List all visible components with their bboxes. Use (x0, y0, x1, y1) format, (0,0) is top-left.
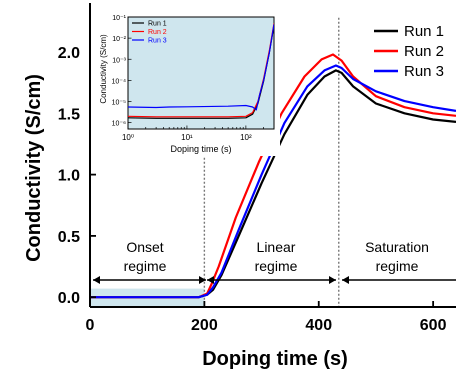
inset-x-tick-label-100: 10² (240, 133, 252, 142)
inset-y-tick-label-5: 10⁻¹ (112, 15, 126, 22)
inset-legend-label-run-3: Run 3 (148, 38, 167, 45)
legend-label-run-2: Run 2 (404, 43, 444, 60)
regime-label-onset: Onset (126, 239, 163, 255)
legend-label-run-1: Run 1 (404, 23, 444, 40)
main-axes: 0 200 400 600 0.0 0.5 1.0 1.5 2.0 Doping time (s)… (23, 3, 456, 370)
inset-x-tick-label-1: 10⁰ (122, 133, 134, 142)
inset-x-axis-title: Doping time (s) (170, 144, 231, 154)
series-line-run-2 (90, 53, 456, 299)
y-tick-label-1: 1.0 (58, 168, 80, 185)
inset-legend-label-run-1: Run 1 (148, 21, 167, 28)
x-tick-label-600: 600 (420, 317, 447, 334)
inset-y-tick-label-3: 10⁻³ (112, 57, 126, 64)
inset-y-tick-label-0: 10⁻⁶ (112, 121, 126, 128)
main-series-lines (90, 53, 456, 299)
x-tick-label-0: 0 (86, 317, 95, 334)
inset-chart (91, 5, 280, 156)
y-tick-label-1.5: 1.5 (58, 106, 80, 123)
inset-y-tick-label-2: 10⁻⁴ (112, 78, 127, 85)
regime-arrowhead-left-saturation (342, 276, 349, 284)
regime-arrowhead-right-linear (329, 276, 336, 284)
y-axis-title: Conductivity (S/cm) (23, 74, 45, 262)
inset-axes: 10⁰ 10¹ 10² 10⁻⁶ 10⁻⁵ 10⁻⁴ 10⁻³ 10⁻² 10⁻¹ Doping … (99, 15, 275, 154)
x-tick-label-200: 200 (191, 317, 218, 334)
x-axis-title: Doping time (s) (202, 348, 348, 370)
main-legend: Run 1 Run 2 Run 3 (374, 23, 444, 80)
inset-y-tick-label-4: 10⁻² (112, 36, 126, 43)
regime-label-linear: Linear (257, 239, 296, 255)
inset-y-axis-title: Conductivity (S/cm) (99, 34, 108, 104)
regime-arrowhead-right-onset (199, 276, 206, 284)
inset-series-lines (128, 23, 274, 119)
regime-arrowhead-left-onset (93, 276, 100, 284)
regime-label-saturation: Saturation (365, 239, 429, 255)
y-tick-label-0: 0.0 (58, 290, 80, 307)
legend-label-run-3: Run 3 (404, 63, 444, 80)
inset-series-line-run-3 (128, 24, 274, 111)
inset-plot-area (127, 16, 275, 130)
regime-arrowhead-left-linear (207, 276, 214, 284)
regime-sublabel-saturation: regime (376, 258, 419, 274)
x-tick-label-400: 400 (305, 317, 332, 334)
y-tick-label-0.5: 0.5 (58, 229, 80, 246)
inset-y-tick-label-1: 10⁻⁵ (112, 100, 126, 107)
inset-legend-label-run-2: Run 2 (148, 29, 167, 36)
regime-annotations: Onset regime Linear regime Saturation regime (93, 239, 456, 284)
inset-x-tick-label-10: 10¹ (181, 133, 193, 142)
regime-sublabel-linear: regime (255, 258, 298, 274)
series-line-run-3 (90, 64, 456, 299)
y-tick-label-2: 2.0 (58, 45, 80, 62)
regime-sublabel-onset: regime (124, 258, 167, 274)
